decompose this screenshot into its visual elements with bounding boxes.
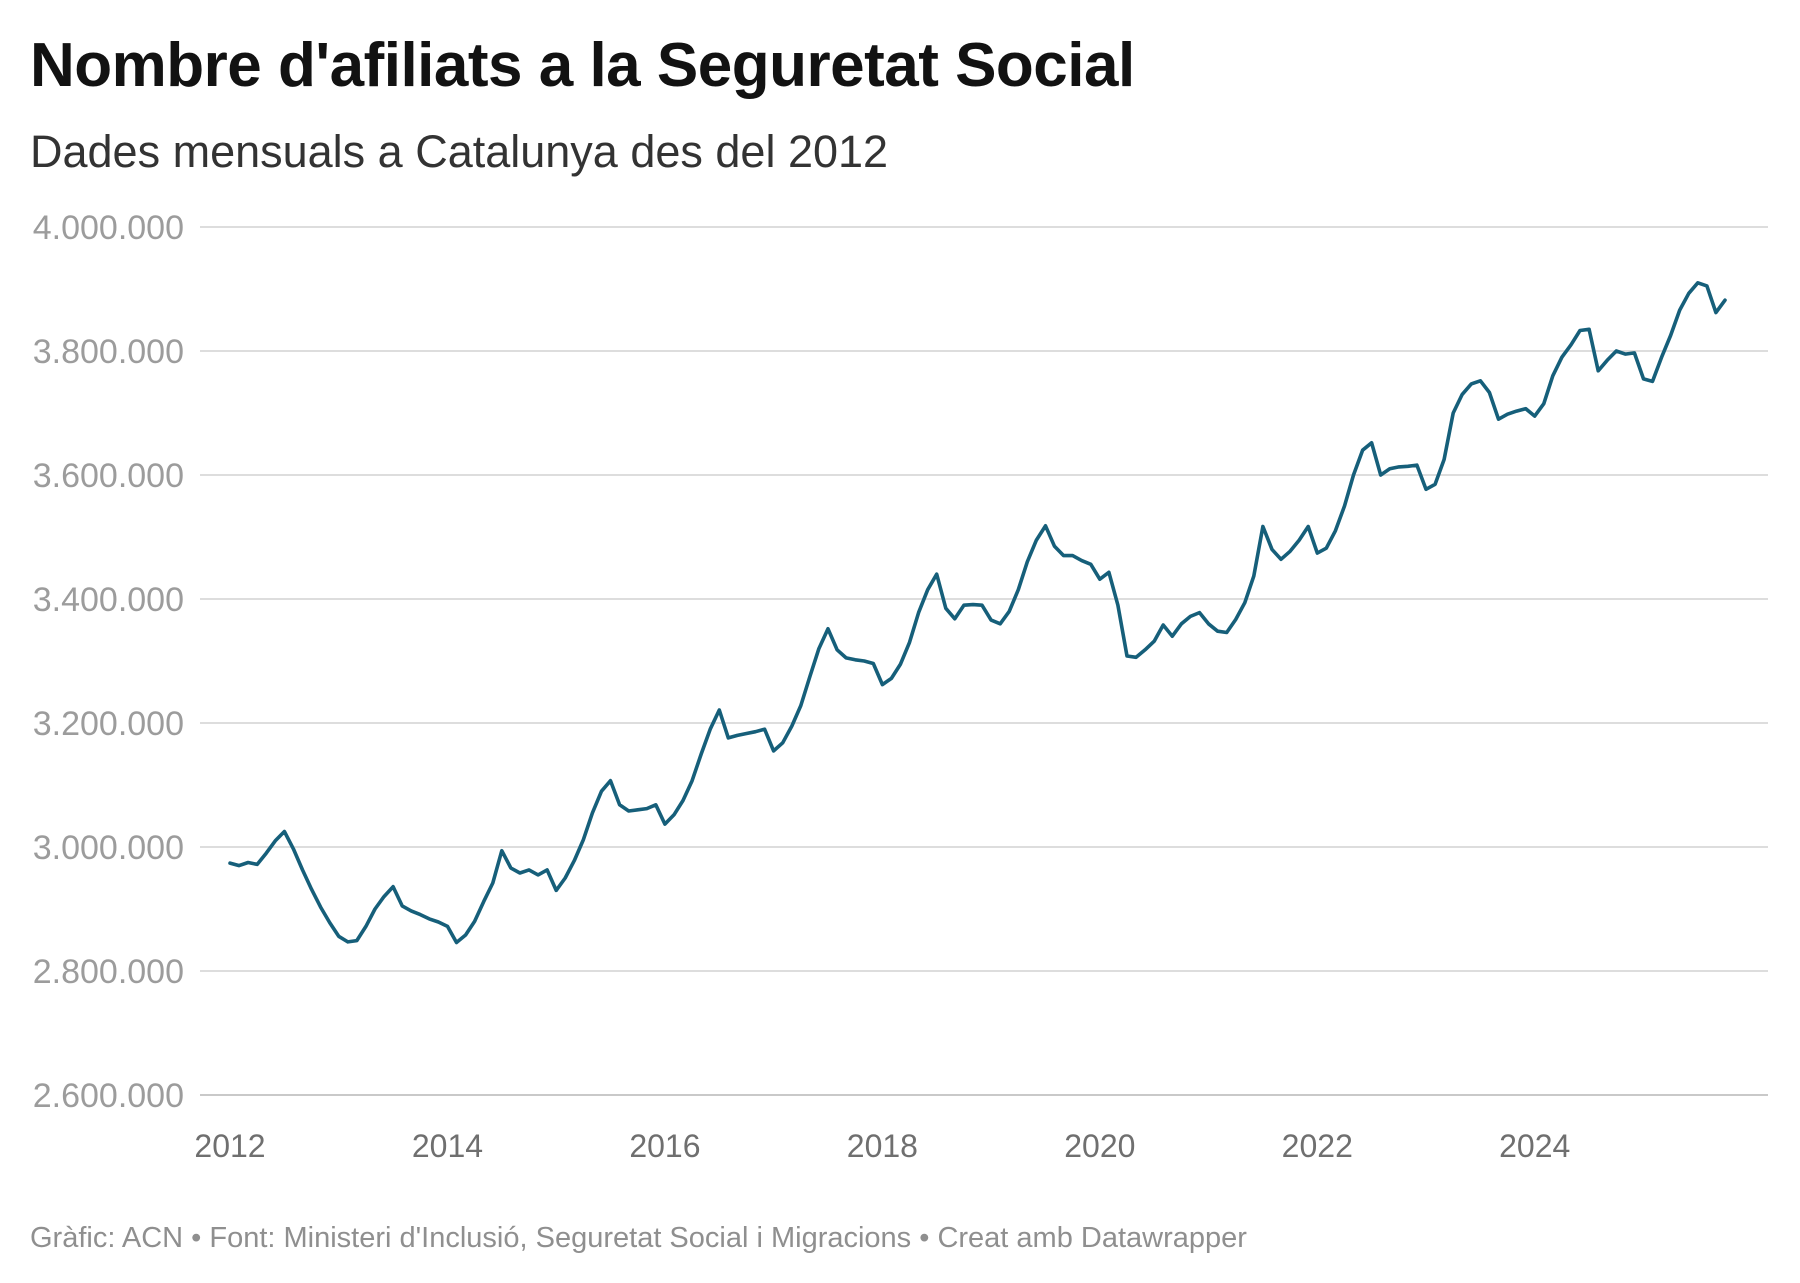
x-axis-label: 2024	[1499, 1128, 1570, 1164]
y-axis-label: 3.000.000	[33, 829, 184, 867]
y-axis-label: 4.000.000	[33, 209, 184, 247]
y-axis-label: 2.600.000	[33, 1077, 184, 1115]
x-axis-label: 2020	[1064, 1128, 1135, 1164]
x-axis-label: 2012	[194, 1128, 265, 1164]
page-title: Nombre d'afiliats a la Seguretat Social	[30, 31, 1135, 100]
chart-subtitle: Dades mensuals a Catalunya des del 2012	[30, 126, 889, 177]
x-axis-label: 2022	[1282, 1128, 1353, 1164]
y-axis-label: 3.400.000	[33, 581, 184, 619]
y-axis-label: 3.800.000	[33, 333, 184, 371]
x-axis-label: 2018	[847, 1128, 918, 1164]
series-line	[228, 281, 1727, 945]
source-attribution: Gràfic: ACN • Font: Ministeri d'Inclusió…	[30, 1222, 1247, 1254]
x-axis-label: 2014	[412, 1128, 483, 1164]
y-axis-label: 3.200.000	[33, 705, 184, 743]
y-axis-label: 2.800.000	[33, 953, 184, 991]
x-axis-label: 2016	[629, 1128, 700, 1164]
y-axis-label: 3.600.000	[33, 457, 184, 495]
